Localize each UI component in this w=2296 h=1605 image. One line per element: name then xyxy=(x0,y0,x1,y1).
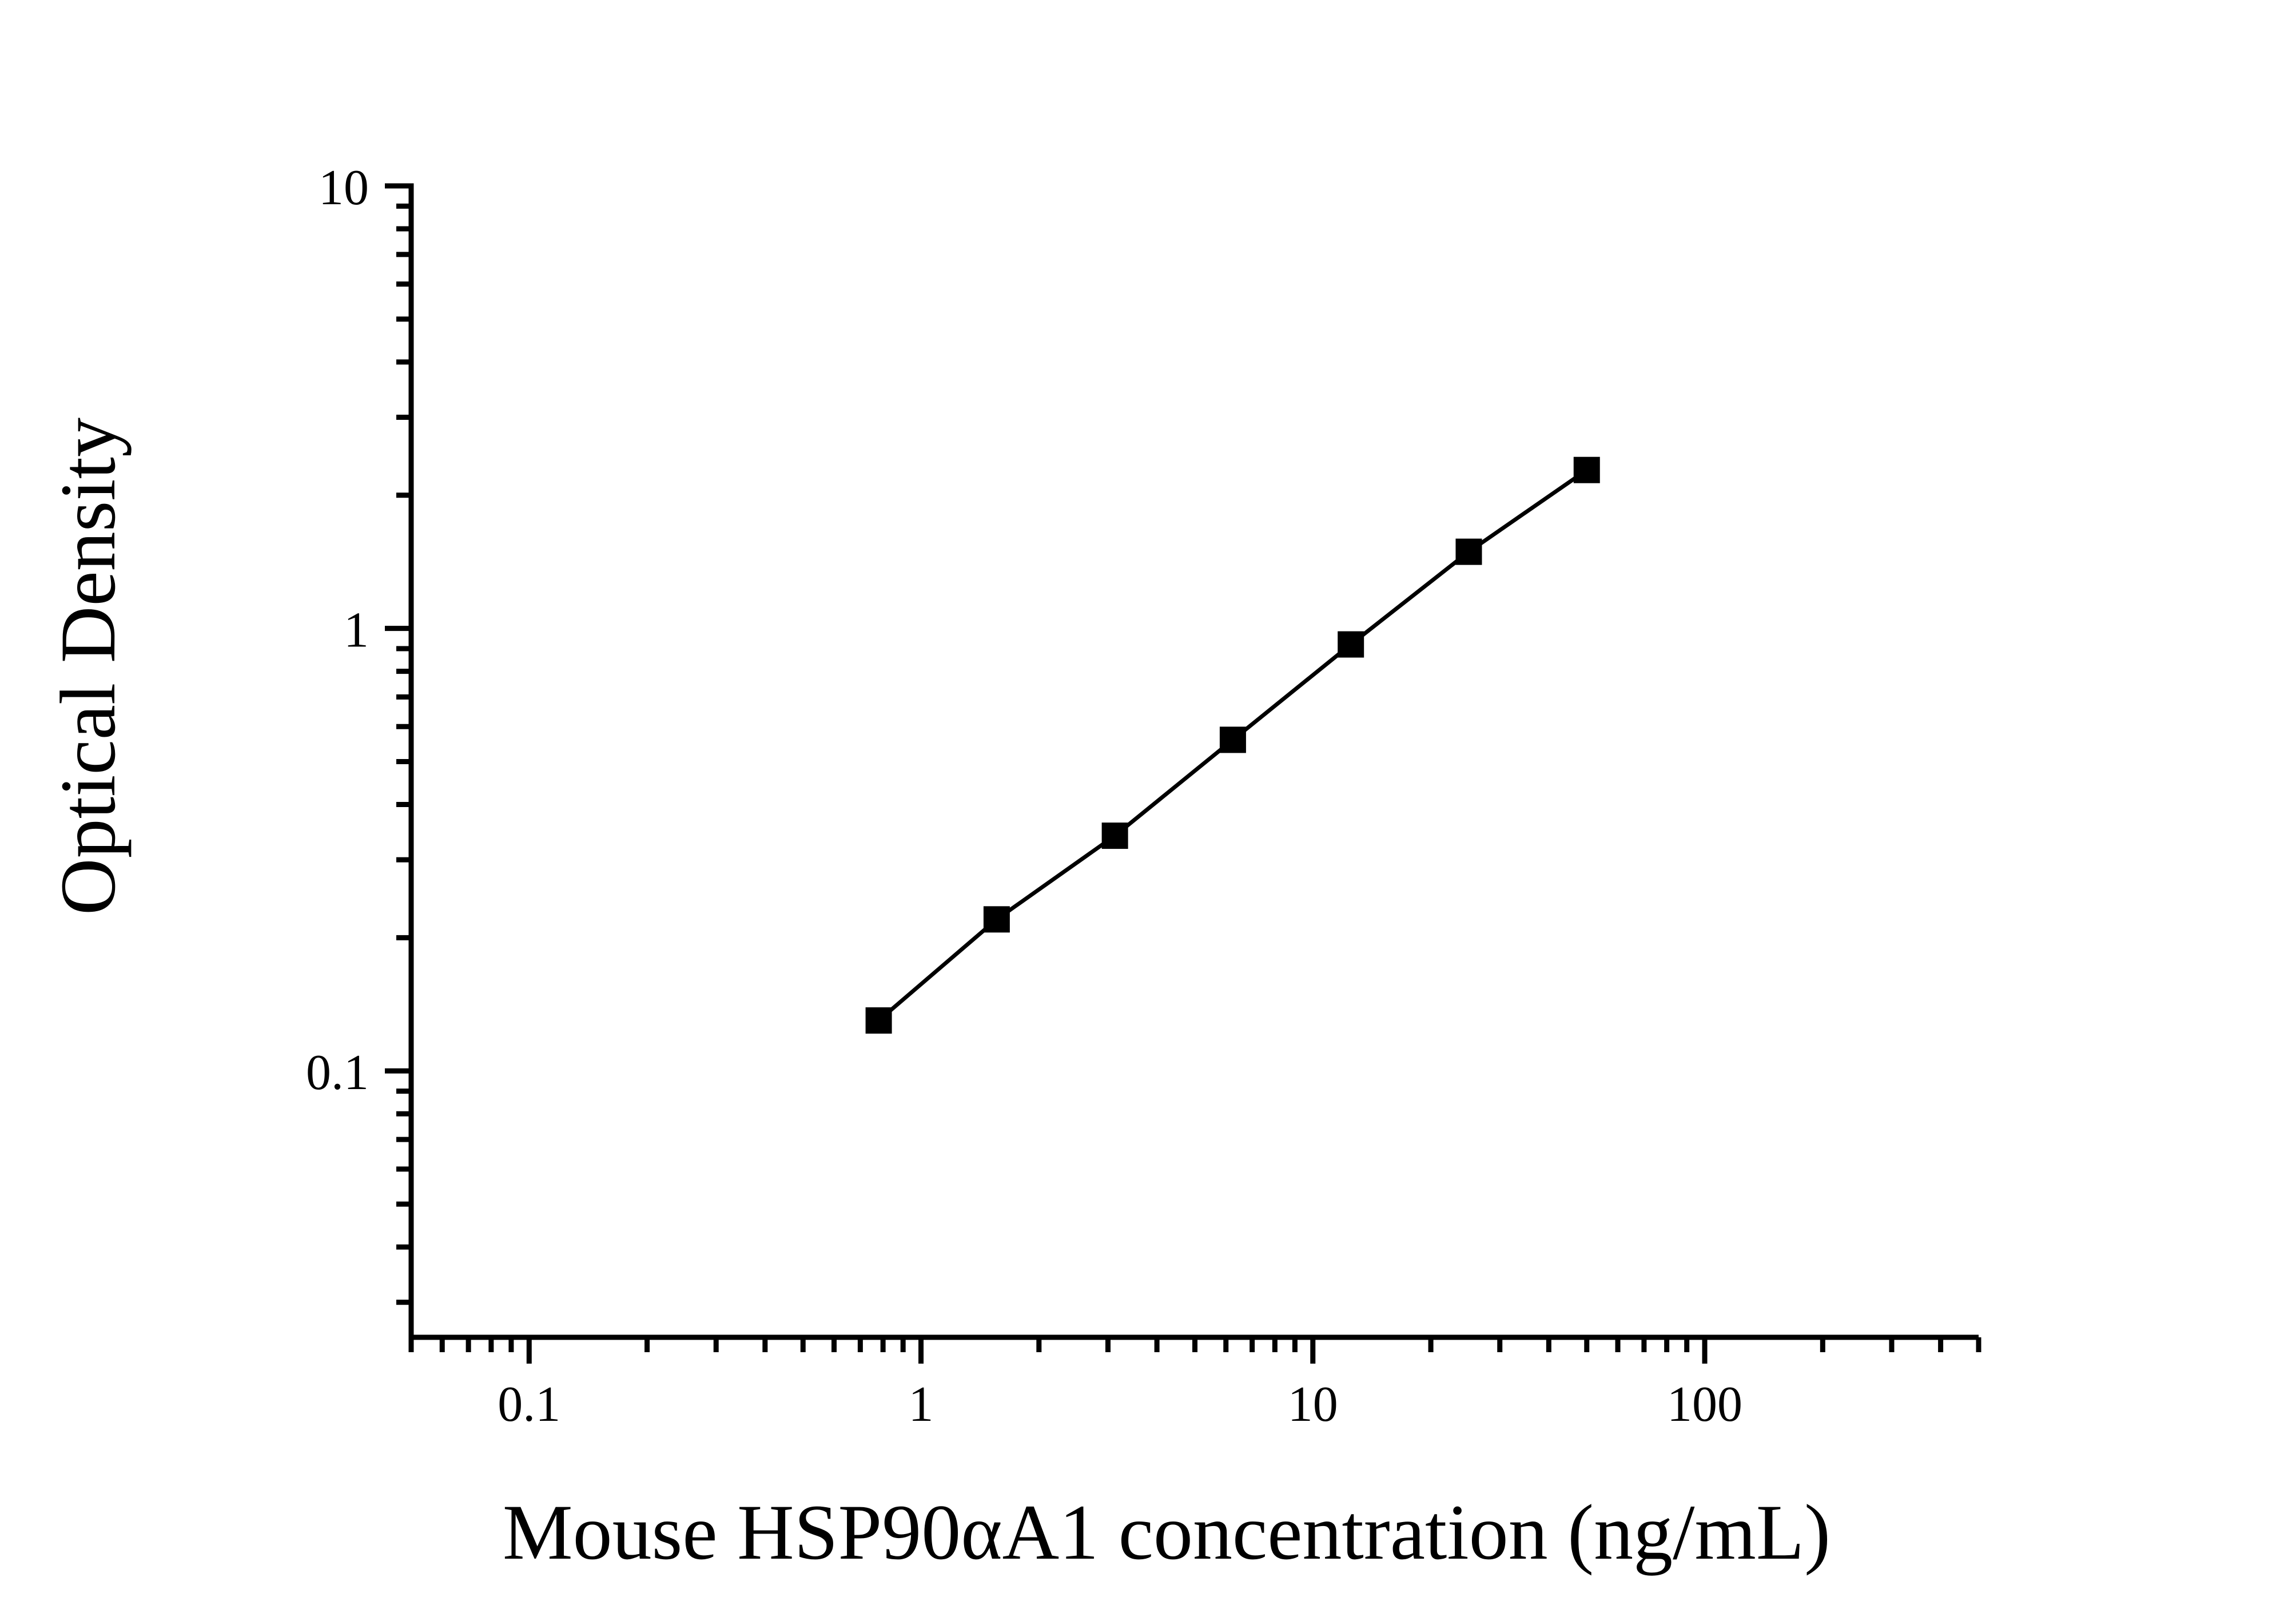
data-point-marker xyxy=(1573,456,1600,483)
axis-ticks: 0.1 1 10 100 0.1 1 10 xyxy=(306,160,1981,1432)
x-tick-label: 100 xyxy=(1667,1377,1742,1432)
y-tick-label: 0.1 xyxy=(306,1045,369,1101)
y-tick-label: 10 xyxy=(319,160,369,216)
x-axis-title: Mouse HSP90αA1 concentration (ng/mL) xyxy=(503,1488,1831,1576)
data-point-marker xyxy=(1338,631,1364,658)
data-point-marker xyxy=(983,906,1010,933)
data-point-marker xyxy=(865,1007,892,1034)
axis-lines xyxy=(408,183,1979,1340)
data-series xyxy=(865,456,1600,1034)
x-tick-label: 1 xyxy=(909,1377,934,1432)
data-point-marker xyxy=(1455,538,1482,565)
y-tick-label: 1 xyxy=(344,603,369,658)
data-point-marker xyxy=(1101,823,1128,849)
x-tick-label: 0.1 xyxy=(498,1377,560,1432)
x-tick-label: 10 xyxy=(1288,1377,1338,1432)
y-axis-title: Optical Density xyxy=(44,418,132,915)
data-point-marker xyxy=(1219,726,1246,753)
